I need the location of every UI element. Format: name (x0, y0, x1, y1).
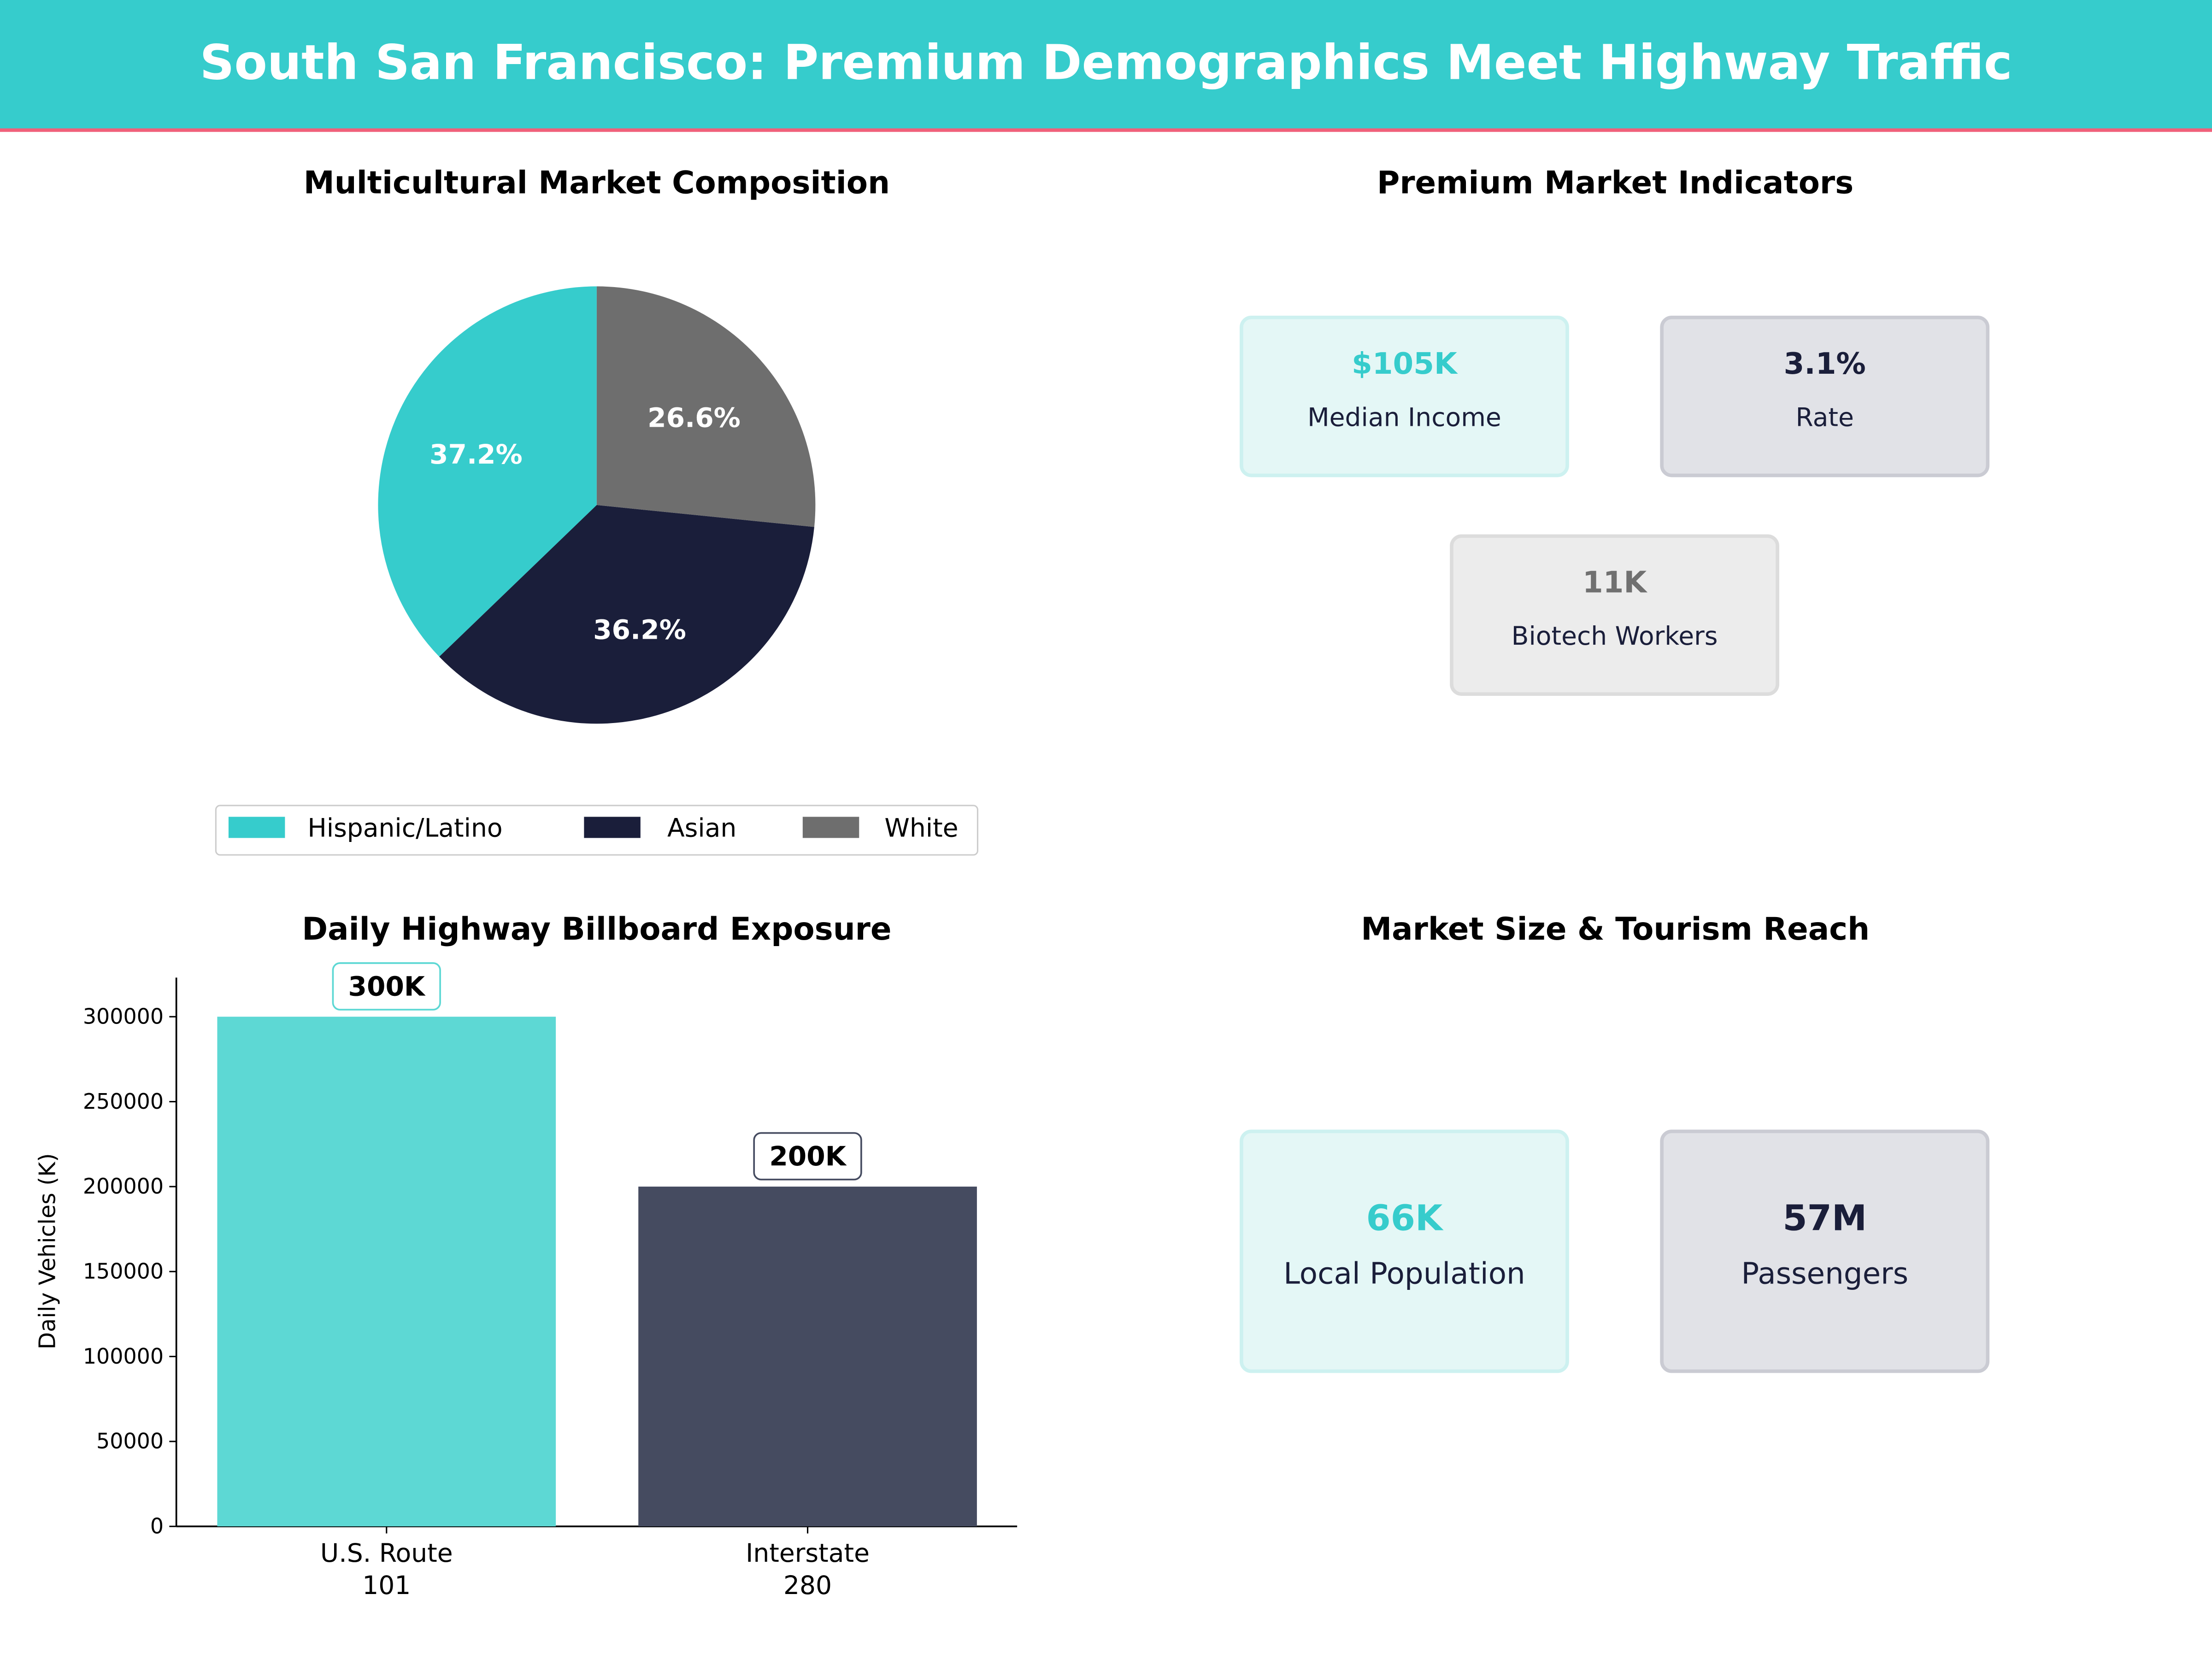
pie-chart: 37.2% 36.2% 26.6% (378, 286, 816, 724)
card-background (1240, 315, 1569, 477)
header-rule (0, 128, 2212, 132)
legend-label-hispanic: Hispanic/Latino (307, 813, 502, 842)
header-bar (0, 0, 2212, 130)
metric-card: 66K Local Population (1240, 1130, 1569, 1373)
y-tick-label: 50000 (96, 1429, 164, 1453)
bar-data-label: 300K (348, 971, 426, 1002)
data-label-box (753, 1132, 862, 1181)
x-tick-label: Interstate (746, 1538, 870, 1568)
card-background (1450, 534, 1779, 696)
metric-card: 3.1% Rate (1660, 315, 1990, 477)
bar-data-label: 200K (769, 1141, 847, 1172)
y-tick-label: 200000 (83, 1174, 164, 1199)
metric-label: Median Income (1307, 402, 1501, 432)
pie-title: Multicultural Market Composition (304, 164, 890, 200)
metric-card: $105K Median Income (1240, 315, 1569, 477)
x-tick-label: 101 (362, 1571, 411, 1600)
card-background (1660, 315, 1990, 477)
legend-label-asian: Asian (667, 813, 736, 842)
y-tick-label: 300000 (83, 1004, 164, 1029)
pie-legend: Hispanic/Latino Asian White (215, 805, 978, 856)
card-background (1660, 1130, 1990, 1373)
indicator-cards: $105K Median Income 3.1% Rate 11K Biotech Wor… (1240, 315, 1990, 696)
pie-slice-hispanic-latino (378, 286, 597, 657)
bar (217, 1017, 556, 1527)
card-background (1240, 1130, 1569, 1373)
metric-card: 11K Biotech Workers (1450, 534, 1779, 696)
y-tick-label: 150000 (83, 1259, 164, 1284)
market-size-cards: 66K Local Population 57M Passengers (1240, 1130, 1990, 1373)
y-tick-label: 250000 (83, 1089, 164, 1114)
metric-label: Passengers (1741, 1257, 1908, 1291)
x-tick-label: U.S. Route (320, 1538, 453, 1568)
bar-title: Daily Highway Billboard Exposure (302, 911, 891, 947)
metric-value: 57M (1783, 1198, 1867, 1239)
y-axis-label: Daily Vehicles (K) (34, 1153, 60, 1349)
y-tick-label: 0 (150, 1514, 164, 1539)
market-size-title: Market Size & Tourism Reach (1361, 911, 1870, 947)
metric-card: 57M Passengers (1660, 1130, 1990, 1373)
metric-label: Rate (1796, 402, 1854, 432)
x-tick-label: 280 (783, 1571, 832, 1600)
legend-swatch-hispanic (228, 817, 285, 838)
data-label-box (332, 962, 441, 1011)
metric-value: $105K (1352, 347, 1458, 381)
pie-slice-label: 37.2% (429, 439, 523, 470)
metric-label: Biotech Workers (1512, 621, 1718, 651)
pie-slice-asian (439, 505, 814, 724)
pie-slice-white (596, 286, 816, 527)
page-title: South San Francisco: Premium Demographic… (200, 34, 2012, 90)
y-tick-label: 100000 (83, 1344, 164, 1369)
pie-slice-label: 36.2% (593, 614, 686, 645)
metric-value: 3.1% (1784, 347, 1866, 381)
bar-chart: 0 50000 100000 150000 200000 250000 300000 U.S.… (83, 962, 1018, 1600)
metric-value: 11K (1583, 565, 1647, 600)
bar (638, 1186, 977, 1527)
legend-label-white: White (884, 813, 958, 842)
indicators-title: Premium Market Indicators (1377, 164, 1853, 200)
legend-swatch-asian (584, 817, 641, 838)
legend-swatch-white (802, 817, 859, 838)
pie-slice-label: 26.6% (647, 402, 741, 433)
metric-label: Local Population (1283, 1257, 1525, 1291)
metric-value: 66K (1366, 1198, 1444, 1239)
